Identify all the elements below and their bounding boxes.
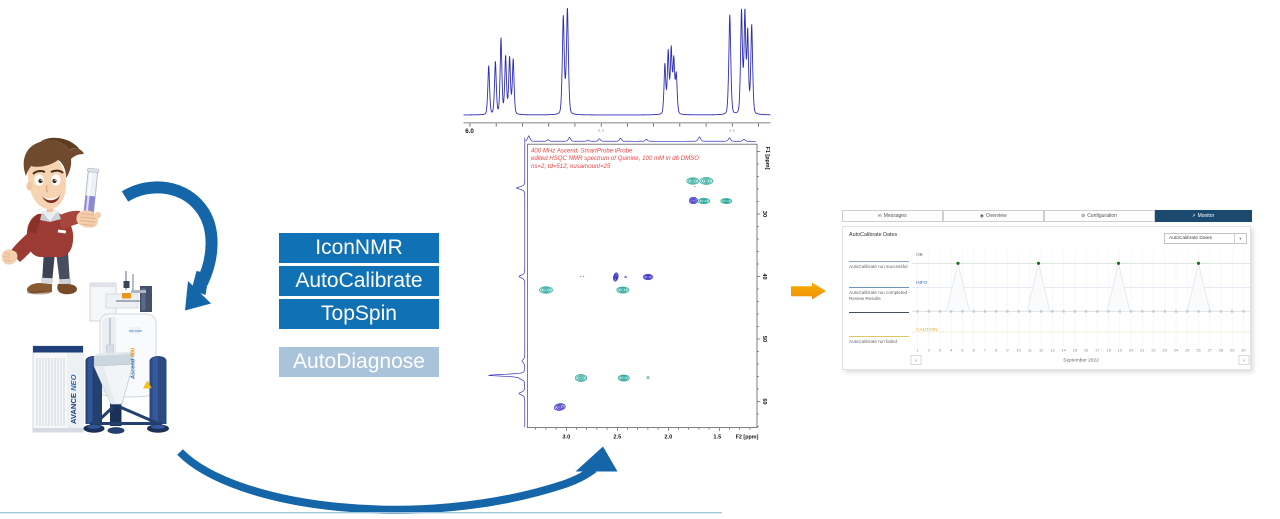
svg-text:20: 20 bbox=[1129, 348, 1134, 353]
svg-text:11: 11 bbox=[1028, 348, 1032, 353]
svg-text:22: 22 bbox=[1151, 348, 1155, 353]
svg-text:3: 3 bbox=[939, 348, 941, 353]
svg-text:8: 8 bbox=[995, 348, 997, 353]
svg-text:7: 7 bbox=[984, 348, 986, 353]
svg-text:26: 26 bbox=[1196, 348, 1200, 353]
svg-text:5.0: 5.0 bbox=[598, 128, 605, 133]
svg-text:30: 30 bbox=[1241, 348, 1246, 353]
svg-text:September 2022: September 2022 bbox=[1063, 358, 1099, 364]
svg-text:13: 13 bbox=[1050, 348, 1054, 353]
svg-text:F2 [ppm]: F2 [ppm] bbox=[736, 435, 759, 441]
svg-text:ns=2, td=512, nusamount=25: ns=2, td=512, nusamount=25 bbox=[531, 163, 611, 170]
svg-text:1: 1 bbox=[916, 348, 918, 353]
svg-text:17: 17 bbox=[1095, 348, 1099, 353]
svg-text:2.0: 2.0 bbox=[664, 435, 672, 441]
svg-text:14: 14 bbox=[1061, 348, 1066, 353]
svg-text:1.5: 1.5 bbox=[713, 435, 721, 441]
svg-text:28: 28 bbox=[1219, 348, 1223, 353]
svg-text:50: 50 bbox=[761, 336, 767, 342]
svg-text:9: 9 bbox=[1006, 348, 1008, 353]
svg-text:24: 24 bbox=[1174, 348, 1179, 353]
svg-text:12: 12 bbox=[1039, 348, 1043, 353]
svg-text:BRUKER: BRUKER bbox=[129, 329, 142, 333]
svg-text:60: 60 bbox=[761, 398, 767, 404]
svg-text:10: 10 bbox=[1016, 348, 1021, 353]
svg-text:23: 23 bbox=[1163, 348, 1167, 353]
svg-text:4.0: 4.0 bbox=[729, 128, 736, 133]
svg-text:2: 2 bbox=[928, 348, 930, 353]
svg-text:29: 29 bbox=[1230, 348, 1234, 353]
svg-text:5: 5 bbox=[961, 348, 963, 353]
svg-text:3.0: 3.0 bbox=[562, 435, 570, 441]
svg-text:›: › bbox=[1243, 358, 1245, 364]
svg-text:16: 16 bbox=[1084, 348, 1088, 353]
svg-text:4: 4 bbox=[950, 348, 953, 353]
svg-text:Ascend 400: Ascend 400 bbox=[131, 348, 137, 380]
svg-text:18: 18 bbox=[1106, 348, 1110, 353]
svg-text:40: 40 bbox=[761, 273, 767, 279]
svg-text:6.0: 6.0 bbox=[465, 128, 474, 135]
svg-text:27: 27 bbox=[1208, 348, 1212, 353]
svg-text:F1 [ppm]: F1 [ppm] bbox=[764, 147, 770, 170]
svg-text:AVANCE NEO: AVANCE NEO bbox=[69, 374, 78, 424]
svg-text:15: 15 bbox=[1073, 348, 1077, 353]
svg-text:30: 30 bbox=[761, 211, 767, 217]
svg-text:6: 6 bbox=[973, 348, 975, 353]
svg-text:19: 19 bbox=[1118, 348, 1122, 353]
svg-text:400 MHz Ascend, SmartProbe iPr: 400 MHz Ascend, SmartProbe iProbe bbox=[531, 147, 633, 154]
svg-text:21: 21 bbox=[1140, 348, 1144, 353]
svg-text:25: 25 bbox=[1185, 348, 1189, 353]
svg-text:2.5: 2.5 bbox=[613, 435, 621, 441]
svg-text:edited HSQC NMR spectrum of Qu: edited HSQC NMR spectrum of Quinine, 100… bbox=[531, 155, 699, 162]
svg-text:‹: ‹ bbox=[915, 358, 917, 364]
